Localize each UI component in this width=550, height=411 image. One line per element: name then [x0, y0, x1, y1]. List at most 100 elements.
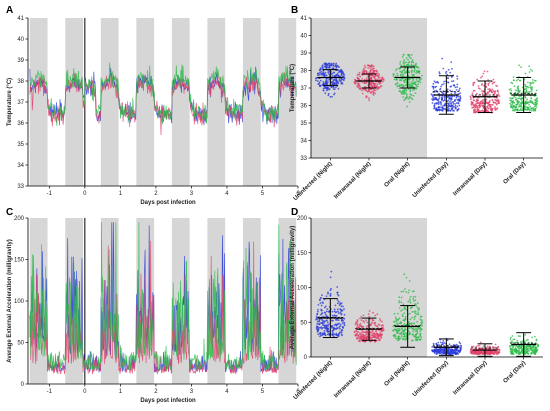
- data-point: [412, 94, 415, 97]
- data-point: [400, 331, 403, 333]
- data-point: [485, 107, 487, 109]
- data-point: [356, 319, 359, 321]
- data-point: [410, 81, 413, 83]
- data-point: [371, 75, 374, 77]
- data-point: [334, 314, 337, 317]
- night-band: [136, 18, 155, 186]
- data-point: [451, 105, 454, 107]
- data-point: [510, 350, 513, 353]
- data-point: [369, 70, 372, 73]
- data-point: [415, 72, 417, 74]
- data-point: [319, 331, 322, 334]
- data-point: [327, 325, 330, 327]
- data-point: [531, 349, 534, 352]
- data-point: [445, 72, 447, 74]
- data-point: [341, 82, 344, 85]
- data-point: [324, 324, 327, 327]
- data-point: [331, 314, 334, 317]
- y-tick-label: 34: [17, 163, 24, 169]
- data-point: [370, 323, 372, 326]
- data-point: [375, 85, 377, 88]
- data-point: [324, 80, 327, 83]
- data-point: [331, 75, 334, 78]
- data-point: [527, 338, 529, 341]
- data-point: [407, 291, 410, 294]
- data-point: [471, 106, 473, 109]
- data-point: [416, 338, 419, 341]
- data-point: [436, 109, 438, 112]
- data-point: [534, 349, 536, 352]
- data-point: [432, 342, 435, 345]
- data-point: [394, 69, 397, 72]
- data-point: [473, 99, 476, 102]
- data-point: [520, 99, 523, 101]
- data-point: [448, 101, 451, 103]
- data-point: [370, 64, 373, 67]
- data-point: [416, 302, 419, 304]
- data-point: [509, 102, 511, 105]
- data-point: [331, 329, 334, 332]
- data-point: [533, 335, 536, 338]
- data-point: [322, 326, 324, 329]
- data-point: [326, 319, 328, 322]
- data-point: [472, 90, 475, 92]
- data-point: [440, 102, 443, 104]
- data-point: [365, 319, 367, 322]
- data-point: [378, 77, 381, 79]
- y-tick-label: 0: [304, 355, 308, 361]
- data-point: [485, 98, 488, 101]
- data-point: [409, 295, 412, 298]
- data-point: [450, 96, 453, 98]
- data-point: [454, 86, 457, 89]
- data-point: [417, 311, 419, 314]
- data-point: [482, 72, 485, 75]
- data-point: [364, 340, 366, 343]
- x-tick-label: 4: [225, 389, 229, 395]
- data-point: [392, 325, 395, 328]
- data-point: [404, 97, 407, 100]
- data-point: [480, 350, 483, 353]
- data-point: [528, 103, 530, 106]
- data-point: [408, 54, 411, 57]
- data-point: [380, 334, 382, 337]
- data-point: [413, 69, 416, 72]
- data-point: [440, 103, 442, 106]
- data-point: [449, 109, 452, 112]
- y-tick-label: 35: [17, 142, 24, 148]
- data-point: [327, 69, 329, 72]
- data-point: [368, 310, 371, 312]
- data-point: [510, 89, 513, 92]
- data-point: [487, 88, 489, 91]
- data-point: [411, 339, 413, 342]
- data-point: [432, 82, 435, 85]
- data-point: [496, 352, 499, 354]
- data-point: [357, 86, 360, 89]
- data-point: [515, 352, 518, 354]
- data-point: [333, 324, 336, 327]
- data-point: [403, 85, 405, 87]
- y-tick-label: 34: [300, 139, 307, 145]
- data-point: [409, 318, 412, 321]
- data-point: [356, 74, 359, 76]
- data-point: [417, 326, 420, 329]
- data-point: [405, 276, 408, 279]
- data-point: [337, 310, 339, 313]
- data-point: [327, 92, 330, 95]
- data-point: [407, 300, 410, 303]
- data-point: [515, 349, 518, 352]
- data-point: [323, 330, 326, 332]
- data-point: [374, 322, 377, 324]
- data-point: [402, 332, 405, 335]
- data-point: [375, 69, 377, 72]
- data-point: [511, 82, 514, 85]
- data-point: [434, 352, 436, 354]
- data-point: [531, 70, 534, 72]
- data-point: [399, 337, 402, 340]
- data-point: [338, 66, 340, 69]
- data-point: [421, 325, 423, 327]
- data-point: [488, 345, 491, 348]
- data-point: [340, 302, 343, 304]
- data-point: [403, 79, 406, 82]
- x-tick-label: 3: [190, 191, 194, 197]
- data-point: [521, 107, 524, 109]
